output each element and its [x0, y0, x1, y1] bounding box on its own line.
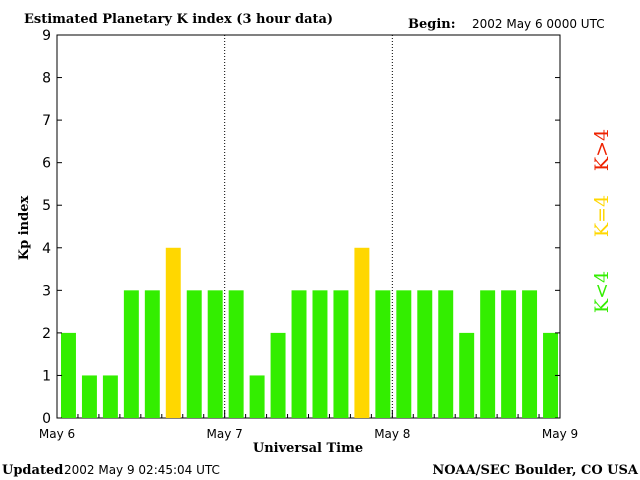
kp-bar [333, 290, 349, 418]
y-tick-label: 4 [42, 241, 51, 257]
kp-bar [144, 290, 160, 418]
legend-equal: K=4 [591, 195, 613, 237]
kp-bar [207, 290, 223, 418]
x-day-label: May 6 [39, 427, 75, 441]
kp-bar [375, 290, 391, 418]
kp-bar [102, 375, 118, 418]
y-tick-label: 5 [42, 198, 51, 214]
kp-bar [81, 375, 97, 418]
y-tick-label: 3 [42, 283, 51, 299]
y-tick-label: 2 [42, 326, 51, 342]
kp-bar [123, 290, 139, 418]
kp-bar [186, 290, 202, 418]
credit-text: NOAA/SEC Boulder, CO USA [432, 463, 639, 478]
kp-bar [249, 375, 265, 418]
kp-bar [291, 290, 307, 418]
x-axis-label: Universal Time [253, 441, 363, 456]
kp-bar [501, 290, 517, 418]
kp-bar [61, 332, 76, 418]
chart-title: Estimated Planetary K index (3 hour data… [24, 12, 333, 27]
updated-value: 2002 May 9 02:45:04 UTC [64, 463, 220, 477]
y-tick-label: 6 [42, 156, 51, 172]
x-day-label: May 8 [374, 427, 410, 441]
y-axis-label: Kp index [17, 196, 32, 261]
updated-label: Updated [2, 463, 63, 478]
y-tick-label: 8 [42, 71, 51, 87]
x-day-label: May 9 [542, 427, 578, 441]
x-day-label: May 7 [207, 427, 243, 441]
kp-bar [543, 332, 558, 418]
kp-bar [354, 247, 370, 418]
y-tick-label: 9 [42, 28, 51, 44]
kp-bar [438, 290, 454, 418]
begin-value: 2002 May 6 0000 UTC [472, 17, 605, 31]
kp-bar [228, 290, 244, 418]
y-tick-label: 0 [42, 411, 51, 427]
legend-high: K>4 [591, 129, 613, 171]
legend-low: K<4 [591, 271, 613, 313]
kp-bar [165, 247, 181, 418]
kp-bar [522, 290, 538, 418]
kp-bar [270, 332, 286, 418]
y-tick-label: 7 [42, 113, 51, 129]
begin-label: Begin: [408, 17, 456, 32]
kp-bar [396, 290, 412, 418]
y-tick-label: 1 [42, 368, 51, 384]
kp-bar [417, 290, 433, 418]
kp-bar [480, 290, 496, 418]
kp-bar [312, 290, 328, 418]
kp-bar [459, 332, 475, 418]
